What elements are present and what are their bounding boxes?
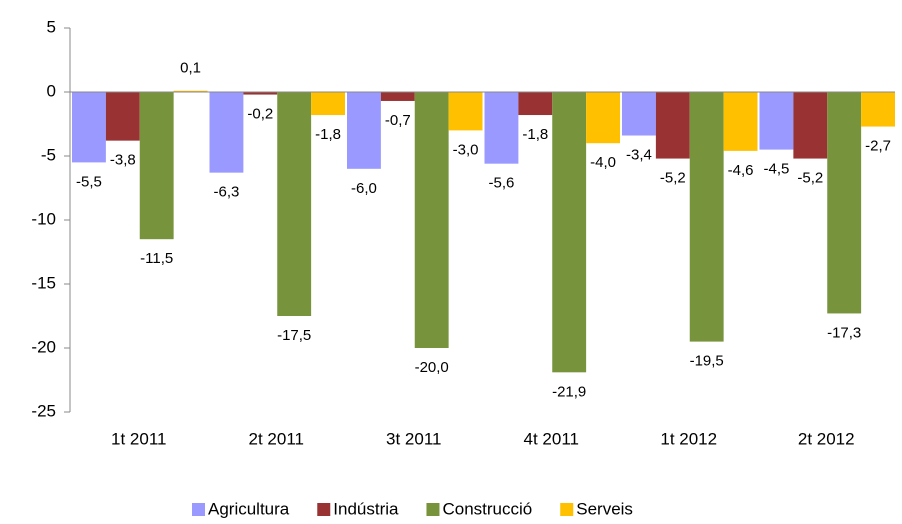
bar [861,92,895,127]
legend-swatch [560,503,574,516]
value-label: -3,8 [110,152,136,169]
y-tick-label: -10 [31,209,56,228]
bar [448,92,483,131]
value-label: 0,1 [180,60,201,77]
x-tick-label: 2t 2012 [798,429,855,448]
x-tick-label: 4t 2011 [524,429,579,448]
bar [311,92,345,116]
value-label: -0,2 [247,106,273,123]
bar [827,92,862,314]
legend-label: Construcció [442,499,532,518]
value-label: -5,5 [76,173,102,190]
bar [347,92,381,169]
legend-label: Agricultura [208,499,290,518]
bar [689,92,724,342]
bar [655,92,690,159]
value-label: -20,0 [415,359,449,376]
value-label: -3,0 [453,141,479,158]
legend-label: Indústria [333,499,399,518]
value-label: -11,5 [140,250,173,267]
value-label: -2,7 [865,138,891,155]
y-tick-label: -20 [31,337,56,356]
value-label: -5,6 [489,175,515,192]
value-label: -5,2 [797,170,823,187]
legend-label: Serveis [576,499,633,518]
value-label: -4,6 [728,162,754,179]
x-tick-label: 1t 2012 [660,429,717,448]
y-tick-label: -25 [31,401,56,420]
bar [139,92,174,240]
legend-swatch [317,503,331,516]
bar [552,92,587,373]
bar [380,92,415,101]
value-label: -5,2 [660,170,686,187]
value-label: -6,0 [351,180,377,197]
bar [105,92,140,141]
bar [243,92,278,95]
value-label: -17,5 [277,327,311,344]
y-tick-label: -15 [31,273,56,292]
value-label: -1,8 [522,126,548,143]
bar [622,92,656,136]
bar [277,92,312,316]
bar [484,92,519,164]
value-label: -4,0 [590,154,616,171]
x-tick-label: 1t 2011 [111,429,166,448]
bar [72,92,106,163]
bar [793,92,828,159]
value-label: -3,4 [626,146,652,163]
value-label: -0,7 [385,112,411,129]
value-label: -1,8 [315,126,341,143]
bar [723,92,758,151]
value-label: -21,9 [552,383,586,400]
bar [586,92,620,144]
value-label: -19,5 [690,353,724,370]
value-label: -17,3 [827,324,861,341]
y-tick-label: -5 [41,145,56,164]
legend-swatch [192,503,205,516]
x-tick-label: 3t 2011 [386,429,441,448]
bar [173,90,208,92]
y-tick-label: 0 [47,81,56,100]
x-tick-label: 2t 2011 [249,429,304,448]
bar [414,92,449,348]
y-tick-label: 5 [47,17,56,36]
bar [518,92,553,116]
bar [209,92,244,173]
legend-swatch [426,503,440,516]
bar [759,92,794,150]
value-label: -6,3 [214,184,240,201]
value-label: -4,5 [764,161,790,178]
